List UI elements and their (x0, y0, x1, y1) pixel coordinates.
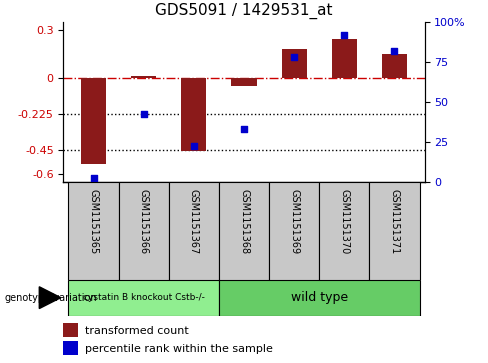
Point (140, 111, 147, 117)
Point (90, 175, 98, 181)
Text: GSM1151369: GSM1151369 (289, 189, 299, 254)
Text: cystatin B knockout Cstb-/-: cystatin B knockout Cstb-/- (83, 293, 204, 302)
Bar (169, 182, 219, 280)
Point (341, 32, 348, 37)
Title: GDS5091 / 1429531_at: GDS5091 / 1429531_at (155, 3, 333, 19)
Bar (319, 182, 369, 280)
Text: wild type: wild type (291, 291, 348, 304)
Point (290, 54, 298, 60)
Text: GSM1151365: GSM1151365 (88, 189, 99, 254)
Bar (131, 76, 156, 78)
Polygon shape (40, 287, 61, 309)
Bar (282, 49, 306, 78)
Bar (119, 182, 169, 280)
Bar (219, 280, 420, 316)
Point (190, 143, 198, 149)
Point (240, 126, 248, 132)
Bar (68, 182, 119, 280)
Bar (231, 78, 257, 86)
Text: GSM1151366: GSM1151366 (139, 189, 149, 254)
Bar (332, 39, 357, 78)
Text: GSM1151370: GSM1151370 (339, 189, 349, 254)
Point (390, 48, 398, 53)
Text: transformed count: transformed count (85, 326, 189, 336)
Bar (369, 182, 420, 280)
Bar (68, 280, 219, 316)
Text: genotype/variation: genotype/variation (5, 293, 98, 303)
Text: GSM1151368: GSM1151368 (239, 189, 249, 254)
Bar (63, 341, 78, 355)
Text: percentile rank within the sample: percentile rank within the sample (85, 344, 273, 354)
Bar (382, 54, 407, 78)
Bar (269, 182, 319, 280)
Text: GSM1151367: GSM1151367 (189, 189, 199, 254)
Text: GSM1151371: GSM1151371 (389, 189, 400, 254)
Bar (182, 78, 206, 151)
Bar (63, 323, 78, 338)
Bar (81, 78, 106, 164)
Bar (219, 182, 269, 280)
